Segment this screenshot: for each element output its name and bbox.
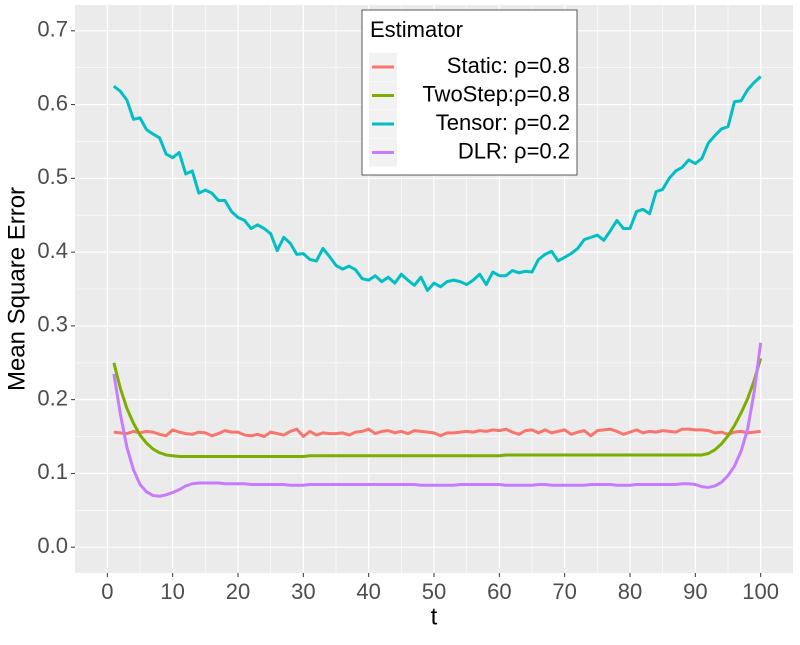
axes: 0.0 0.1 0.2 0.3 0.4 0.5 0.6 0.7 0 10 20 30 40 50 60 70 8… <box>37 17 779 604</box>
x-tick-label: 50 <box>422 579 446 604</box>
series-line <box>112 75 762 292</box>
legend-label: Tensor: ρ=0.2 <box>436 110 570 135</box>
y-tick-label: 0.0 <box>37 533 68 558</box>
legend: Estimator Static: ρ=0.8 TwoStep:ρ=0.8 Tens… <box>361 9 578 176</box>
legend-title: Estimator <box>370 17 463 42</box>
y-axis-label: Mean Square Error <box>3 187 30 391</box>
x-tick-label: 0 <box>101 579 113 604</box>
legend-label: TwoStep:ρ=0.8 <box>422 81 570 106</box>
x-tick-label: 60 <box>487 579 511 604</box>
lines <box>112 75 763 498</box>
x-tick-label: 70 <box>552 579 576 604</box>
x-tick-label: 100 <box>742 579 779 604</box>
x-tick-label: 90 <box>683 579 707 604</box>
series-line <box>112 342 763 498</box>
y-tick-label: 0.5 <box>37 164 68 189</box>
y-tick-label: 0.3 <box>37 312 68 337</box>
y-tick-label: 0.7 <box>37 17 68 42</box>
series-line <box>112 357 763 458</box>
x-tick-label: 80 <box>618 579 642 604</box>
legend-label: DLR: ρ=0.2 <box>458 138 570 163</box>
x-axis-label: t <box>431 603 438 630</box>
y-tick-label: 0.1 <box>37 459 68 484</box>
x-tick-label: 20 <box>226 579 250 604</box>
y-tick-label: 0.2 <box>37 385 68 410</box>
x-tick-label: 30 <box>291 579 315 604</box>
y-tick-label: 0.4 <box>37 238 68 263</box>
x-tick-label: 40 <box>356 579 380 604</box>
grid <box>75 5 793 573</box>
legend-label: Static: ρ=0.8 <box>447 53 570 78</box>
legend-box <box>361 9 578 176</box>
y-tick-label: 0.6 <box>37 90 68 115</box>
series-line <box>113 427 761 439</box>
x-tick-label: 10 <box>160 579 184 604</box>
